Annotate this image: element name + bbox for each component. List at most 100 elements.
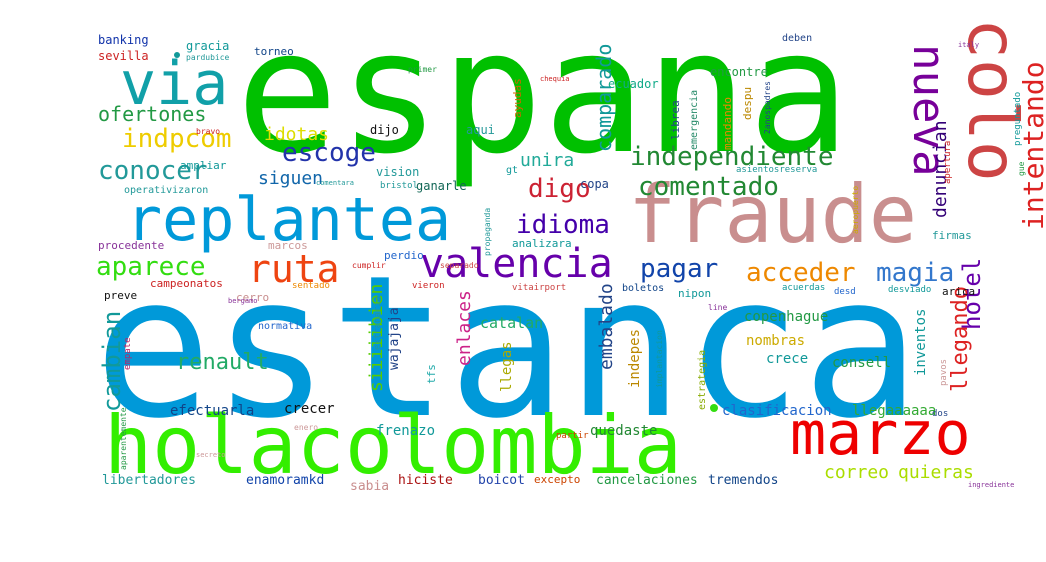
- word: aqui: [466, 123, 495, 137]
- word: estanca: [94, 234, 921, 462]
- word: despu: [741, 86, 754, 120]
- word: propaganda: [483, 207, 492, 256]
- word: pardubice: [186, 53, 230, 62]
- word: tremendos: [708, 473, 779, 488]
- word: operativizaron: [124, 185, 209, 196]
- word: ofertones: [98, 102, 207, 126]
- word: independiente: [630, 142, 834, 172]
- word: secreto: [196, 451, 226, 459]
- word: estrategia: [697, 349, 708, 410]
- word: efectuarla: [170, 403, 255, 419]
- word: quedaste: [590, 423, 658, 439]
- word: vision: [376, 165, 420, 179]
- word: aparentemente: [119, 407, 128, 470]
- word: sevilla: [98, 49, 149, 63]
- word: asientosreserva: [736, 165, 818, 175]
- word: catalan: [480, 314, 544, 332]
- word: italy: [958, 41, 980, 49]
- word: enlaces: [454, 290, 475, 366]
- word: implantacion: [655, 330, 664, 388]
- word: magia: [876, 258, 955, 288]
- word: sabia: [350, 479, 390, 494]
- word: acuerdas: [782, 283, 826, 293]
- word: indpcom: [122, 124, 232, 154]
- word: espana: [236, 0, 851, 192]
- word: marcos: [268, 239, 308, 252]
- word: pavos: [939, 358, 949, 386]
- word: crece: [766, 351, 809, 367]
- word: via: [120, 49, 229, 119]
- word: perdio: [384, 249, 424, 262]
- word: fraude: [628, 168, 917, 261]
- word: acceder: [746, 258, 856, 288]
- word: pagar: [640, 254, 719, 284]
- word: chequia: [540, 75, 570, 83]
- word: empate: [123, 337, 133, 370]
- word: idioma: [516, 210, 610, 240]
- word: ingrediente: [968, 481, 1015, 489]
- word: gue: [1017, 161, 1026, 176]
- word: ayudas: [511, 78, 524, 118]
- word: 2anospadres: [763, 81, 772, 134]
- word: gt: [506, 165, 519, 176]
- word: siguen: [258, 168, 324, 189]
- word: encontre: [710, 65, 768, 79]
- word: ruta: [248, 247, 340, 291]
- word: gracia: [186, 39, 230, 53]
- word: valencia: [420, 241, 613, 287]
- word: copenhague: [744, 309, 829, 325]
- word: extranaria: [373, 295, 383, 350]
- word: crecer: [284, 401, 335, 417]
- word: nipon: [678, 287, 712, 300]
- word: indepes: [627, 328, 643, 388]
- word: ganarle: [416, 179, 467, 193]
- word: wajajaja: [387, 307, 402, 370]
- word: bristol: [380, 181, 418, 191]
- word: arica: [942, 285, 976, 298]
- word: partir: [556, 431, 589, 441]
- word: correo: [824, 462, 890, 483]
- word: dijo: [370, 123, 399, 137]
- word: firmas: [932, 229, 972, 242]
- word: holacolombia: [104, 399, 682, 492]
- word: aeropuerto: [851, 185, 860, 234]
- word: cerro: [236, 291, 270, 304]
- word: boletos: [622, 283, 665, 294]
- word: vieron: [412, 281, 445, 291]
- word: comentado: [638, 172, 779, 202]
- word: hiciste: [398, 473, 453, 488]
- word: ampliar: [180, 159, 227, 172]
- word: preguntado: [1013, 91, 1023, 146]
- word: aparece: [96, 252, 206, 282]
- word: tfs: [425, 364, 438, 384]
- word: excepto: [534, 473, 581, 486]
- word: comparado: [592, 43, 616, 152]
- dot-decoration: [710, 404, 718, 412]
- word: copa: [580, 177, 609, 191]
- word: apertura: [943, 140, 953, 184]
- word: bergamo: [228, 297, 258, 305]
- word: enamoramkd: [246, 473, 325, 488]
- word: cumplir: [352, 261, 386, 270]
- word: boicot: [478, 473, 525, 488]
- word: deben: [782, 33, 813, 44]
- word: marzo: [790, 399, 971, 469]
- word: llegando: [948, 286, 973, 392]
- word: sentado: [292, 281, 330, 291]
- word: preve: [104, 289, 138, 302]
- word: banking: [98, 33, 149, 47]
- word: line: [708, 303, 728, 312]
- word: llegaaaaaa: [852, 403, 937, 419]
- word: inventos: [913, 308, 929, 376]
- word: enero: [294, 423, 319, 432]
- word: primer: [408, 65, 437, 74]
- word: clasificacion: [722, 403, 832, 419]
- word: bravo: [196, 127, 221, 136]
- word: nombras: [746, 333, 806, 349]
- word: emergencia: [689, 89, 700, 150]
- word: cancelaciones: [596, 473, 698, 488]
- word: unira: [520, 150, 575, 171]
- word: escoge: [282, 138, 376, 168]
- word: cambian: [98, 310, 126, 412]
- word: replantea: [126, 185, 452, 255]
